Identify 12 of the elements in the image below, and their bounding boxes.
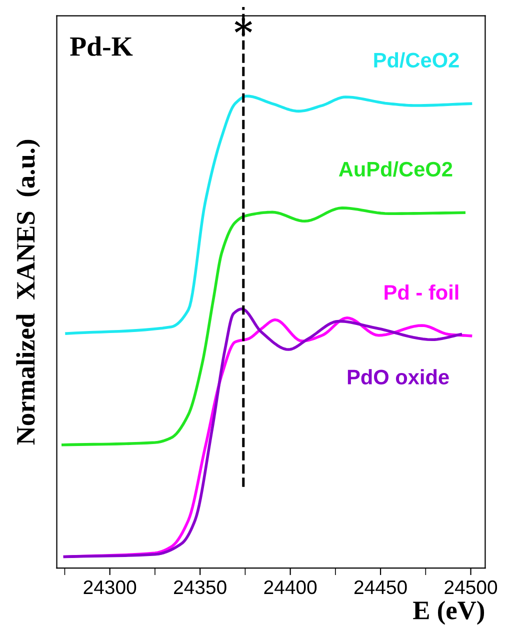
series-label: PdO oxide	[348, 369, 449, 384]
x-tick-label: 24400	[264, 580, 317, 594]
x-tick-label: 24450	[354, 580, 407, 594]
y-axis-title: Normalized XANES (a.u.)	[16, 140, 40, 445]
chart-title: Pd-K	[70, 36, 133, 56]
series-label: AuPd/CeO2	[338, 161, 452, 177]
x-tick-label: 24300	[84, 580, 136, 594]
x-tick-label: 24500	[444, 580, 498, 594]
series-label: Pd/CeO2	[374, 52, 459, 68]
series-label: Pd - foil	[384, 284, 458, 300]
x-axis-title: E (eV)	[413, 600, 484, 625]
x-tick-label: 24350	[174, 580, 226, 594]
